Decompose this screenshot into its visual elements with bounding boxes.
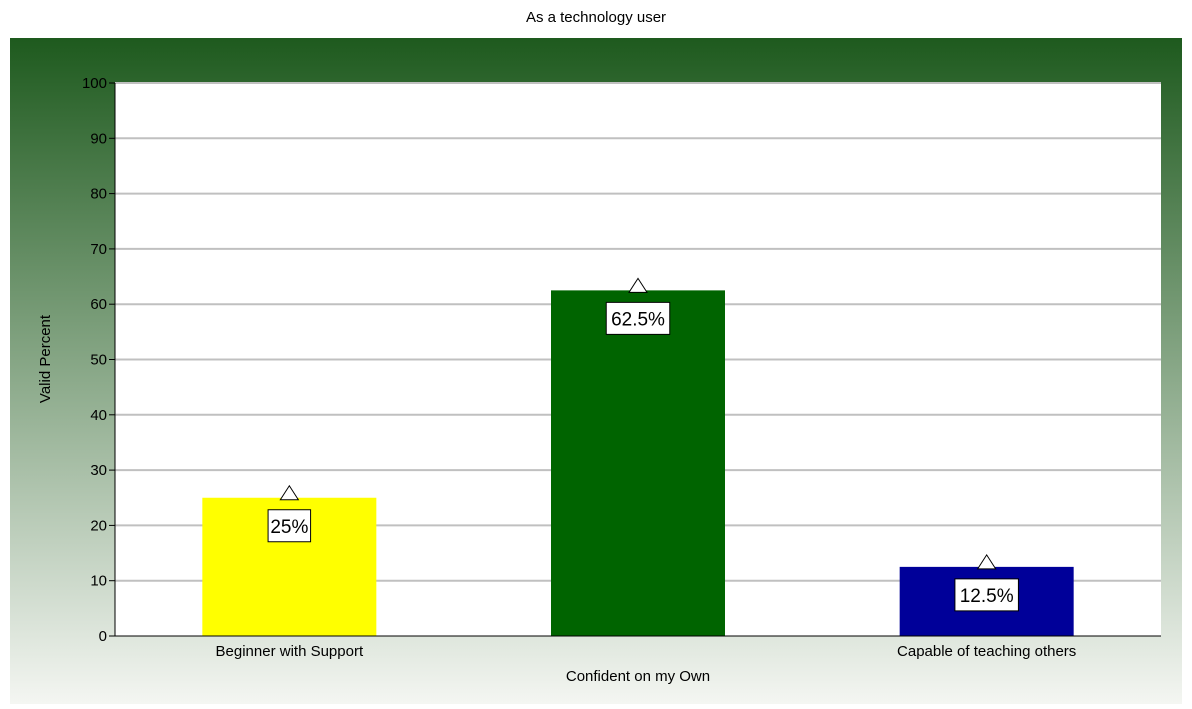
data-label: 62.5% — [611, 309, 665, 330]
y-tick-label: 60 — [90, 296, 107, 313]
y-tick-labels: 0 10 20 30 40 50 60 70 80 90 100 — [82, 75, 115, 645]
x-tick-label: Confident on my Own — [566, 668, 710, 685]
bars — [202, 290, 1074, 636]
triangle-icon — [279, 484, 300, 501]
bar — [551, 290, 725, 636]
y-tick-label: 40 — [90, 407, 107, 424]
y-tick-label: 20 — [90, 517, 107, 534]
y-tick-label: 90 — [90, 130, 107, 147]
y-tick-label: 0 — [99, 628, 107, 645]
data-label-box — [267, 509, 312, 543]
y-tick-label: 50 — [90, 352, 107, 369]
triangle-icon — [628, 277, 648, 293]
data-labels: 25% 62.5% 12.5% — [267, 277, 1019, 612]
triangle-icon — [976, 553, 997, 570]
y-tick-label: 70 — [90, 241, 107, 258]
x-tick-labels: Beginner with Support Confident on my Own… — [216, 643, 1077, 685]
y-tick-label: 30 — [90, 462, 107, 479]
data-label: 12.5% — [960, 586, 1014, 607]
data-label-box — [605, 301, 671, 335]
x-tick-label: Beginner with Support — [216, 643, 364, 660]
chart-title: As a technology user — [526, 9, 666, 26]
y-tick-label: 10 — [90, 573, 107, 590]
y-tick-label: 100 — [82, 75, 107, 92]
x-tick-label: Capable of teaching others — [897, 643, 1076, 660]
y-tick-label: 80 — [90, 186, 107, 203]
y-axis-label: Valid Percent — [37, 314, 54, 403]
data-label-box — [954, 578, 1019, 612]
data-label: 25% — [270, 517, 308, 538]
